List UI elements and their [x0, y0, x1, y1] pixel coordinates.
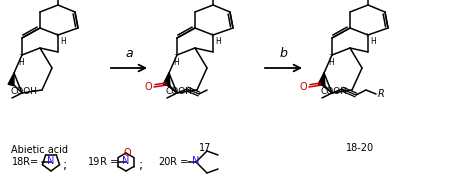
- Text: H: H: [60, 37, 66, 46]
- Text: :: :: [365, 32, 368, 38]
- Text: COOH: COOH: [11, 87, 38, 96]
- Text: COOH: COOH: [321, 87, 348, 96]
- Polygon shape: [318, 73, 324, 86]
- Text: b: b: [279, 47, 287, 60]
- Text: ;: ;: [139, 159, 143, 171]
- Text: R =: R =: [167, 157, 188, 167]
- Text: H: H: [370, 37, 376, 46]
- Polygon shape: [163, 73, 169, 86]
- Text: :: :: [55, 32, 58, 38]
- Text: ;: ;: [63, 159, 67, 171]
- Polygon shape: [8, 73, 14, 86]
- Text: O: O: [145, 82, 152, 92]
- Text: H: H: [215, 37, 221, 46]
- Text: N: N: [122, 156, 130, 166]
- Text: O: O: [123, 148, 131, 158]
- Text: R=: R=: [20, 157, 38, 167]
- Text: H: H: [328, 58, 334, 67]
- Text: O: O: [300, 82, 307, 92]
- Text: R =: R =: [97, 157, 118, 167]
- Text: R: R: [378, 89, 385, 99]
- Text: :: :: [173, 53, 175, 59]
- Text: 19: 19: [88, 157, 100, 167]
- Text: H: H: [18, 58, 24, 67]
- Polygon shape: [164, 73, 170, 85]
- Text: Abietic acid: Abietic acid: [11, 145, 69, 155]
- Text: 18: 18: [12, 157, 24, 167]
- Text: :: :: [18, 53, 20, 59]
- Text: N: N: [192, 156, 200, 166]
- Text: COOH: COOH: [166, 87, 193, 96]
- Text: 20: 20: [158, 157, 170, 167]
- Text: N: N: [47, 156, 55, 166]
- Text: a: a: [125, 47, 133, 60]
- Polygon shape: [319, 73, 325, 85]
- Text: 18-20: 18-20: [346, 143, 374, 153]
- Text: H: H: [173, 58, 179, 67]
- Text: :: :: [210, 32, 213, 38]
- Text: :: :: [328, 53, 330, 59]
- Text: 17: 17: [199, 143, 211, 153]
